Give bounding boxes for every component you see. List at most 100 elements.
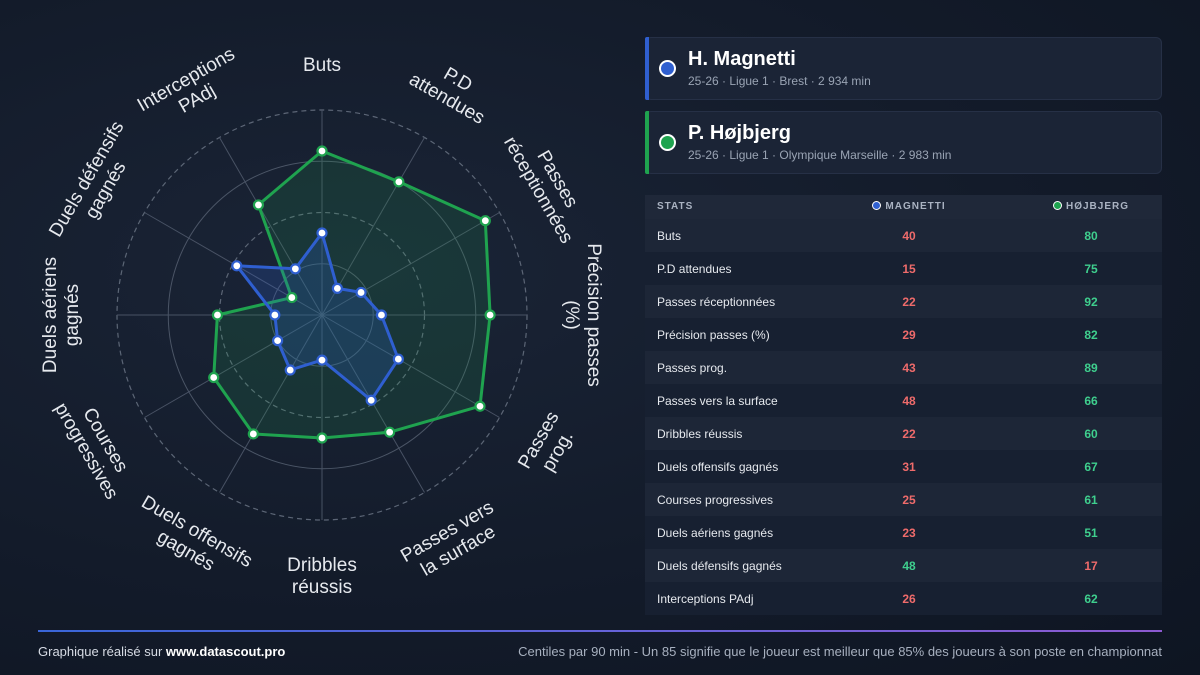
- data-point-magnetti: [284, 364, 296, 376]
- table-row: Dribbles réussis 22 60: [645, 417, 1162, 450]
- data-point-magnetti: [269, 309, 281, 321]
- stat-value-player1: 43: [902, 361, 916, 375]
- axis-spoke: [219, 137, 323, 316]
- player-name: P. Højbjerg: [688, 122, 791, 144]
- data-point-højbjerg: [316, 145, 328, 157]
- stat-label: Duels aériens gagnés: [657, 526, 774, 540]
- stat-label: Duels défensifs gagnés: [657, 559, 782, 573]
- table-row: P.D attendues 15 75: [645, 252, 1162, 285]
- axis-label: Précision passes(%): [561, 243, 604, 387]
- data-point-højbjerg: [252, 199, 265, 211]
- stat-label: Duels offensifs gagnés: [657, 460, 779, 474]
- stat-value-player1: 31: [902, 460, 916, 474]
- axis-label: Coursesprogressives: [50, 388, 141, 503]
- player2-dot-icon: [1052, 201, 1062, 210]
- axis-label: Passesprog.: [514, 408, 582, 483]
- axis-label: Passesréceptionnées: [499, 122, 596, 247]
- data-point-højbjerg: [384, 426, 396, 438]
- stat-value-player1: 15: [902, 262, 916, 276]
- stat-value-player2: 92: [1084, 295, 1098, 309]
- stat-label: Buts: [657, 229, 682, 243]
- table-row: Interceptions PAdj 26 62: [645, 582, 1162, 615]
- stat-value-player2: 80: [1084, 229, 1098, 243]
- stat-value-player2: 60: [1084, 427, 1098, 441]
- data-point-højbjerg: [484, 309, 496, 321]
- data-point-magnetti: [355, 286, 367, 299]
- axis-label: InterceptionsPAdj: [134, 44, 250, 136]
- axis-spoke: [219, 314, 323, 493]
- data-point-magnetti: [392, 353, 404, 365]
- player-color-bar: [645, 111, 649, 174]
- table-row: Duels offensifs gagnés 31 67: [645, 450, 1162, 483]
- stat-value-player1: 40: [902, 229, 916, 243]
- data-point-højbjerg: [208, 371, 220, 384]
- player1-dot-icon: [872, 201, 882, 210]
- player-name: H. Magnetti: [688, 48, 796, 70]
- credit-site-link[interactable]: www.datascout.pro: [165, 644, 286, 659]
- table-row: Duels aériens gagnés 23 51: [645, 516, 1162, 549]
- stat-value-player2: 66: [1084, 394, 1098, 408]
- player-color-dot: [659, 134, 676, 151]
- stat-label: P.D attendues: [657, 262, 732, 276]
- table-row: Buts 40 80: [645, 219, 1162, 252]
- data-point-magnetti: [231, 260, 243, 272]
- data-point-højbjerg: [479, 215, 491, 227]
- data-point-magnetti: [331, 282, 343, 294]
- axis-label: Duels défensifsgagnés: [45, 118, 147, 252]
- stat-label: Passes vers la surface: [657, 394, 778, 408]
- data-point-højbjerg: [211, 309, 224, 321]
- stat-value-player2: 61: [1084, 493, 1098, 507]
- stat-label: Interceptions PAdj: [657, 592, 754, 606]
- data-point-højbjerg: [247, 428, 259, 440]
- table-row: Passes prog. 43 89: [645, 351, 1162, 384]
- axis-spoke: [321, 314, 500, 418]
- data-point-magnetti: [289, 263, 301, 275]
- stat-value-player2: 89: [1084, 361, 1098, 375]
- stat-value-player1: 22: [902, 295, 916, 309]
- table-row: Duels défensifs gagnés 48 17: [645, 549, 1162, 582]
- stats-table: STATS MAGNETTI HØJBJERG Buts 40 80 P.D atte…: [645, 195, 1162, 615]
- data-point-magnetti: [272, 335, 284, 347]
- data-point-magnetti: [375, 309, 388, 321]
- table-row: Précision passes (%) 29 82: [645, 318, 1162, 351]
- radar-chart: Buts P.DattenduesPassesréceptionnéesPréci…: [40, 44, 604, 598]
- axis-label: Duels aériensgagnés: [40, 257, 83, 373]
- player-meta: 25-26 · Ligue 1 · Olympique Marseille · …: [688, 148, 952, 162]
- data-point-magnetti: [316, 354, 328, 366]
- stat-label: Passes réceptionnées: [657, 295, 776, 309]
- stat-value-player1: 22: [902, 427, 916, 441]
- stat-label: Courses progressives: [657, 493, 774, 507]
- axis-label: Dribbles réussis: [287, 555, 357, 598]
- stat-label: Passes prog.: [657, 361, 728, 375]
- player-card-hojbjerg: P. Højbjerg 25-26 · Ligue 1 · Olympique …: [645, 111, 1162, 174]
- stat-label: Précision passes (%): [657, 328, 770, 342]
- player-color-dot: [659, 60, 676, 77]
- stats-table-header: STATS MAGNETTI HØJBJERG: [645, 195, 1162, 219]
- footer-note: Centiles par 90 min - Un 85 signifie que…: [518, 644, 1162, 659]
- table-row: Passes vers la surface 48 66: [645, 384, 1162, 417]
- stat-value-player2: 67: [1084, 460, 1098, 474]
- stat-value-player1: 29: [902, 328, 916, 342]
- data-point-magnetti: [316, 227, 328, 239]
- footer-credit: Graphique réalisé sur www.datascout.pro: [38, 644, 286, 659]
- table-row: Courses progressives 25 61: [645, 483, 1162, 516]
- stat-value-player1: 23: [902, 526, 916, 540]
- axis-label: Duels offensifsgagnés: [127, 492, 256, 591]
- data-point-højbjerg: [474, 400, 486, 412]
- stat-value-player1: 25: [902, 493, 916, 507]
- stat-label: Dribbles réussis: [657, 427, 743, 441]
- stat-value-player2: 17: [1084, 559, 1098, 573]
- stat-value-player2: 62: [1084, 592, 1098, 606]
- stat-value-player2: 51: [1084, 526, 1098, 540]
- stats-table-body: Buts 40 80 P.D attendues 15 75 Passes réceptio…: [645, 219, 1162, 615]
- table-row: Passes réceptionnées 22 92: [645, 285, 1162, 318]
- axis-label: P.Dattendues: [405, 50, 499, 129]
- player-color-bar: [645, 37, 649, 100]
- player2-column-header: HØJBJERG: [1041, 201, 1141, 212]
- axis-label: Passes versla surface: [397, 497, 508, 586]
- stat-value-player2: 75: [1084, 262, 1098, 276]
- data-point-højbjerg: [316, 432, 328, 444]
- player-card-magnetti: H. Magnetti 25-26 · Ligue 1 · Brest · 2 …: [645, 37, 1162, 100]
- axis-label: Buts: [303, 55, 341, 76]
- axis-spoke: [321, 212, 500, 316]
